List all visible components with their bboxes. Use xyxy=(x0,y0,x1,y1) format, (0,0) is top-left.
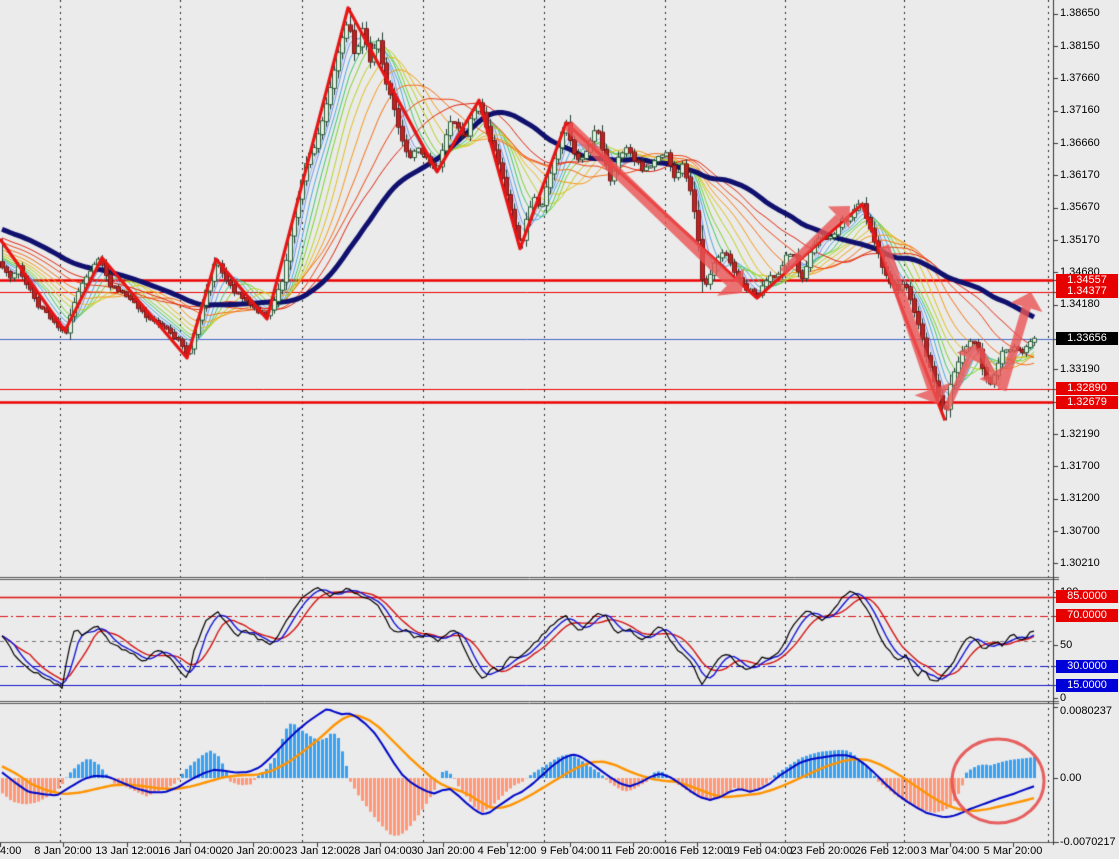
time-label: 23 Jan 12:00 xyxy=(285,845,349,857)
time-label: 16 Feb 12:00 xyxy=(664,845,730,857)
time-label: 11 Feb 20:00 xyxy=(600,845,666,857)
price-badge: 1.32890 xyxy=(1056,382,1118,396)
macd-scale-label: -0.0070217 xyxy=(1060,835,1116,848)
price-tick-label: 1.38150 xyxy=(1060,39,1100,52)
price-tick-label: 1.30700 xyxy=(1060,524,1100,537)
time-label: 26 Feb 12:00 xyxy=(854,845,920,857)
price-tick-label: 1.37660 xyxy=(1060,71,1100,84)
time-label: 9 Feb 04:00 xyxy=(540,845,600,857)
price-badge: 1.34557 xyxy=(1056,273,1118,287)
oscillator-level-badge: 85.0000 xyxy=(1056,590,1118,604)
price-tick-label: 1.37160 xyxy=(1060,104,1100,117)
oscillator-tick-label: 50 xyxy=(1060,639,1073,651)
price-tick-label: 1.36660 xyxy=(1060,136,1100,149)
time-label: 4:00 xyxy=(0,845,22,857)
macd-scale-label: 0.00 xyxy=(1060,771,1082,784)
price-tick-label: 1.38650 xyxy=(1060,7,1100,20)
time-label: 4 Feb 12:00 xyxy=(477,845,537,857)
oscillator-level-badge: 15.0000 xyxy=(1056,678,1118,692)
time-label: 20 Jan 20:00 xyxy=(221,845,285,857)
price-badge: 1.32679 xyxy=(1056,395,1118,409)
price-badge: 1.33656 xyxy=(1056,332,1118,346)
time-label: 19 Feb 04:00 xyxy=(727,845,793,857)
time-label: 13 Jan 12:00 xyxy=(95,845,159,857)
price-tick-label: 1.30210 xyxy=(1060,556,1100,569)
macd-scale-label: 0.0080237 xyxy=(1060,705,1112,717)
price-tick-label: 1.34180 xyxy=(1060,298,1100,311)
time-label: 30 Jan 20:00 xyxy=(411,845,475,857)
oscillator-tick-label: 0 xyxy=(1060,692,1067,704)
price-tick-label: 1.31200 xyxy=(1060,492,1100,505)
price-tick-label: 1.36170 xyxy=(1060,168,1100,181)
time-label: 23 Feb 20:00 xyxy=(790,845,856,857)
oscillator-level-badge: 30.0000 xyxy=(1056,659,1118,673)
time-label: 5 Mar 20:00 xyxy=(983,845,1043,857)
time-label: 28 Jan 04:00 xyxy=(348,845,412,857)
time-label: 16 Jan 04:00 xyxy=(158,845,222,857)
oscillator-level-badge: 70.0000 xyxy=(1056,609,1118,623)
time-label: 8 Jan 20:00 xyxy=(34,845,92,857)
price-badge: 1.34377 xyxy=(1056,285,1118,299)
price-tick-label: 1.33190 xyxy=(1060,362,1100,375)
price-tick-label: 1.32190 xyxy=(1060,427,1100,440)
price-tick-label: 1.35170 xyxy=(1060,233,1100,246)
price-tick-label: 1.35670 xyxy=(1060,201,1100,214)
price-tick-label: 1.31700 xyxy=(1060,459,1100,472)
time-label: 3 Mar 04:00 xyxy=(920,845,980,857)
